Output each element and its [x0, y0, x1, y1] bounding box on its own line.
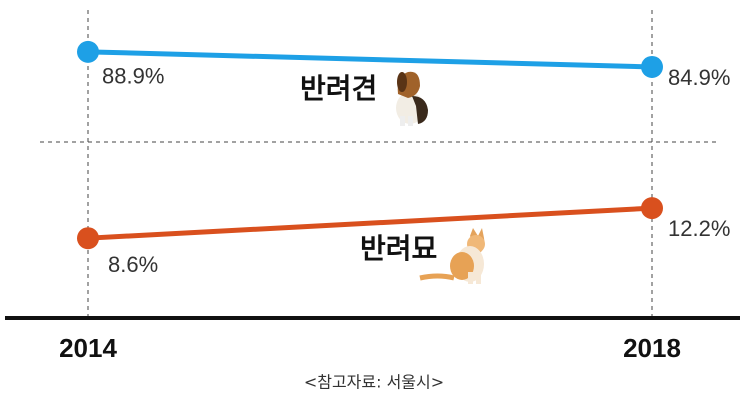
- cat-icon: [419, 228, 485, 284]
- series-name: 반려견: [300, 72, 377, 105]
- x-tick-label: 2018: [623, 333, 681, 363]
- dog-icon: [396, 71, 428, 126]
- series-name: 반려묘: [360, 232, 437, 265]
- value-label: 12.2%: [668, 216, 730, 241]
- series-line: [87, 49, 653, 70]
- data-point: [77, 227, 99, 250]
- value-label: 88.9%: [102, 64, 164, 89]
- x-tick-label: 2014: [59, 333, 117, 363]
- data-point: [641, 197, 663, 220]
- data-point: [77, 40, 99, 63]
- value-label: 8.6%: [108, 252, 158, 277]
- data-point: [641, 55, 663, 78]
- series-line: [87, 205, 653, 241]
- value-label: 84.9%: [668, 65, 730, 90]
- source-note: <참고자료: 서울시>: [304, 373, 444, 392]
